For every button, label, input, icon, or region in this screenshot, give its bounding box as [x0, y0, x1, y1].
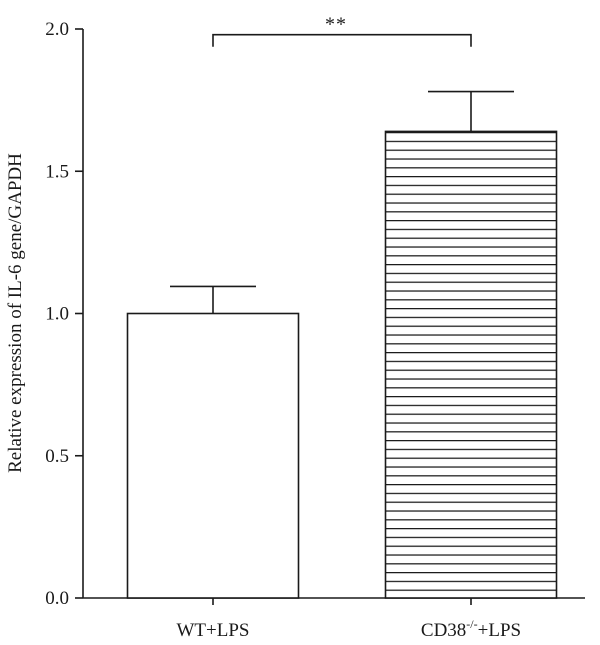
y-axis: 0.0 0.5 1.0 1.5 2.0: [45, 19, 84, 609]
significance-label: **: [325, 14, 347, 36]
bar: [384, 130, 558, 599]
bar: [126, 312, 300, 599]
significance-bracket: **: [212, 14, 472, 47]
y-tick-label: 0.5: [45, 446, 69, 467]
bars: [126, 130, 558, 599]
y-tick-label: 2.0: [45, 19, 69, 40]
y-tick-label: 1.0: [45, 304, 69, 325]
y-tick-label: 0.0: [45, 588, 69, 609]
x-tick-label: CD38-/-+LPS: [421, 617, 521, 641]
error-bars: [170, 90, 514, 314]
x-tick-label: WT+LPS: [177, 620, 250, 641]
bracket-line: [212, 33, 472, 47]
x-axis: WT+LPS CD38-/-+LPS: [83, 597, 585, 641]
y-axis-label: Relative expression of IL-6 gene/GAPDH: [5, 153, 26, 473]
y-tick-label: 1.5: [45, 161, 69, 182]
